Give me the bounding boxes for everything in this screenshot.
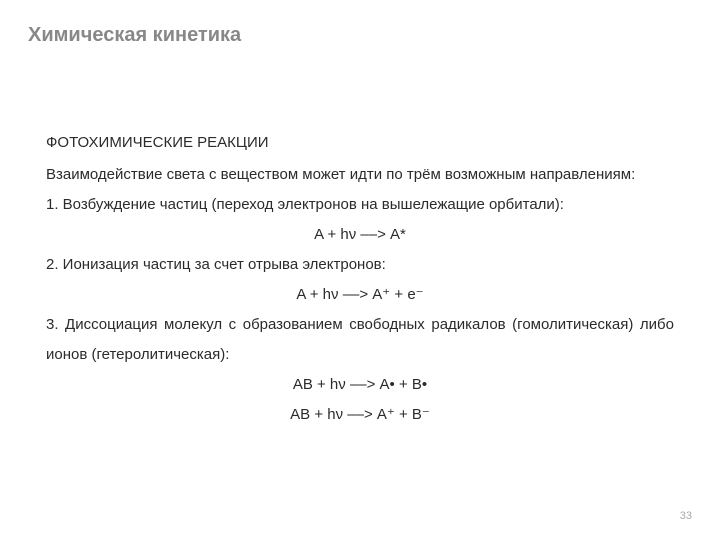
item-2-text: 2. Ионизация частиц за счет отрыва элект… bbox=[46, 250, 674, 280]
item-3-equation-2: AB + hν ––> A⁺ + B⁻ bbox=[46, 400, 674, 430]
section-title: ФОТОХИМИЧЕСКИЕ РЕАКЦИИ bbox=[46, 128, 674, 158]
intro-text: Взаимодействие света с веществом может и… bbox=[46, 160, 674, 190]
slide: Химическая кинетика ФОТОХИМИЧЕСКИЕ РЕАКЦ… bbox=[0, 0, 720, 540]
slide-title: Химическая кинетика bbox=[28, 24, 241, 47]
item-3-equation-1: AB + hν ––> A• + B• bbox=[46, 370, 674, 400]
slide-body: ФОТОХИМИЧЕСКИЕ РЕАКЦИИ Взаимодействие св… bbox=[46, 128, 674, 430]
item-1-text: 1. Возбуждение частиц (переход электроно… bbox=[46, 190, 674, 220]
item-1-equation-1: A + hν ––> A* bbox=[46, 220, 674, 250]
page-number: 33 bbox=[680, 510, 692, 522]
item-2-equation-1: A + hν ––> A⁺ + e⁻ bbox=[46, 280, 674, 310]
item-3-text: 3. Диссоциация молекул с образованием св… bbox=[46, 310, 674, 370]
